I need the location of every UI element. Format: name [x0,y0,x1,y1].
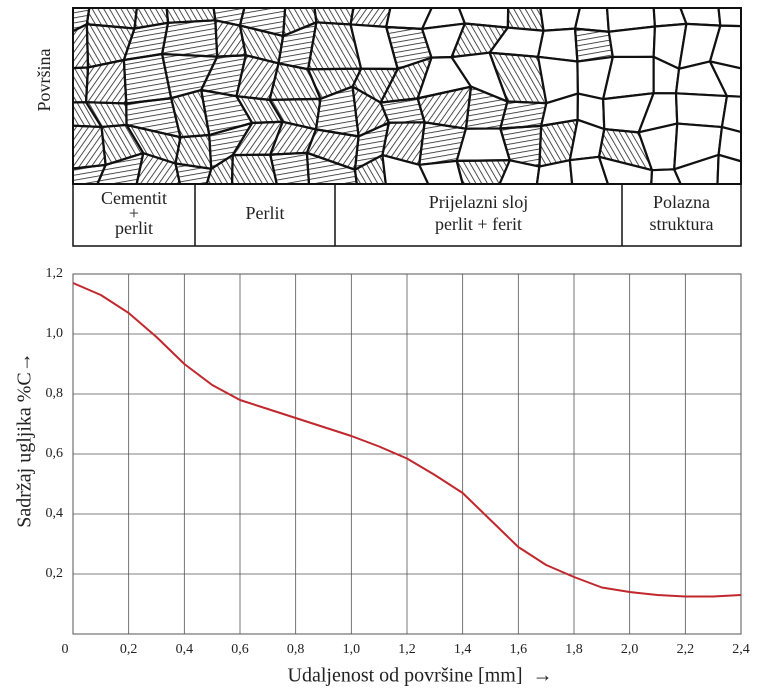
y-axis-label: Sadržaj ugljika %C→ [14,352,36,528]
grain [73,163,107,184]
grain [455,159,511,184]
grain [506,8,545,32]
grain [161,19,219,58]
grain [717,8,741,28]
y-tick-label: 1,2 [46,266,64,281]
x-tick-label: 0 [62,642,69,657]
grain [165,8,217,24]
x-tick-label: 1,2 [398,642,416,657]
x-tick-label: 1,0 [343,642,361,657]
x-tick-label: 2,0 [621,642,639,657]
grain [607,25,657,59]
grain [73,124,107,170]
grain [499,100,548,130]
x-axis-label: Udaljenost od površine [mm] → [288,665,553,687]
y-tick-label: 1,0 [46,326,64,341]
grain [573,8,610,33]
grain [96,152,145,184]
x-tick-label: 1,4 [454,642,472,657]
grain [84,58,128,105]
x-tick-label: 2,2 [677,642,695,657]
zone-label: Perlit [246,203,285,223]
y-tick-label: 0,6 [46,446,64,461]
grain [381,153,430,184]
grain [305,151,358,184]
y-tick-label: 0,8 [46,386,64,401]
zone-label: Cementit [101,188,167,208]
grain [174,162,213,184]
grain [717,125,741,163]
data-line [72,282,742,598]
zone-label: perlit + ferit [435,214,522,234]
grain [568,155,610,184]
grain [650,168,682,184]
x-tick-label: 2,4 [732,642,750,657]
x-tick-label: 0,4 [176,642,194,657]
zone-label: Prijelazni sloj [429,192,528,212]
y-tick-label: 0,4 [46,506,64,521]
grain [716,153,741,184]
grain [602,55,655,101]
x-tick-label: 0,2 [120,642,138,657]
side-label: Površina [34,48,54,111]
grain [708,60,741,98]
grain [720,94,741,134]
chart: 0 0,2 0,4 0,6 0,8 1,0 1,2 1,4 1,6 1,8 2,0 2,2 2,4 0,2… [14,266,750,686]
zone-frame [72,183,742,247]
grain [135,152,182,184]
zone-label: + [129,203,139,223]
grain [418,159,464,184]
x-tick-label: 0,6 [231,642,249,657]
zone-label: perlit [115,218,153,238]
grain [498,159,541,184]
zones: Cementit+perlit Perlit Prijelazni slojperl… [101,184,714,246]
micrograph [73,8,741,184]
grain [230,153,278,184]
x-tick-label: 1,6 [510,642,528,657]
grain [73,66,90,104]
grain [205,154,234,184]
x-tick-label: 1,8 [565,642,583,657]
plot-frame [72,273,742,635]
grain [573,27,614,63]
zone-label: struktura [650,214,714,234]
grain [535,159,574,184]
x-tick-label: 0,8 [287,642,305,657]
grain [674,92,729,129]
y-tick-label: 0,2 [46,566,64,581]
grain [673,153,720,184]
zone-label: Polazna [653,192,710,212]
grain [269,151,311,184]
grain [353,153,387,184]
grain [73,23,90,70]
